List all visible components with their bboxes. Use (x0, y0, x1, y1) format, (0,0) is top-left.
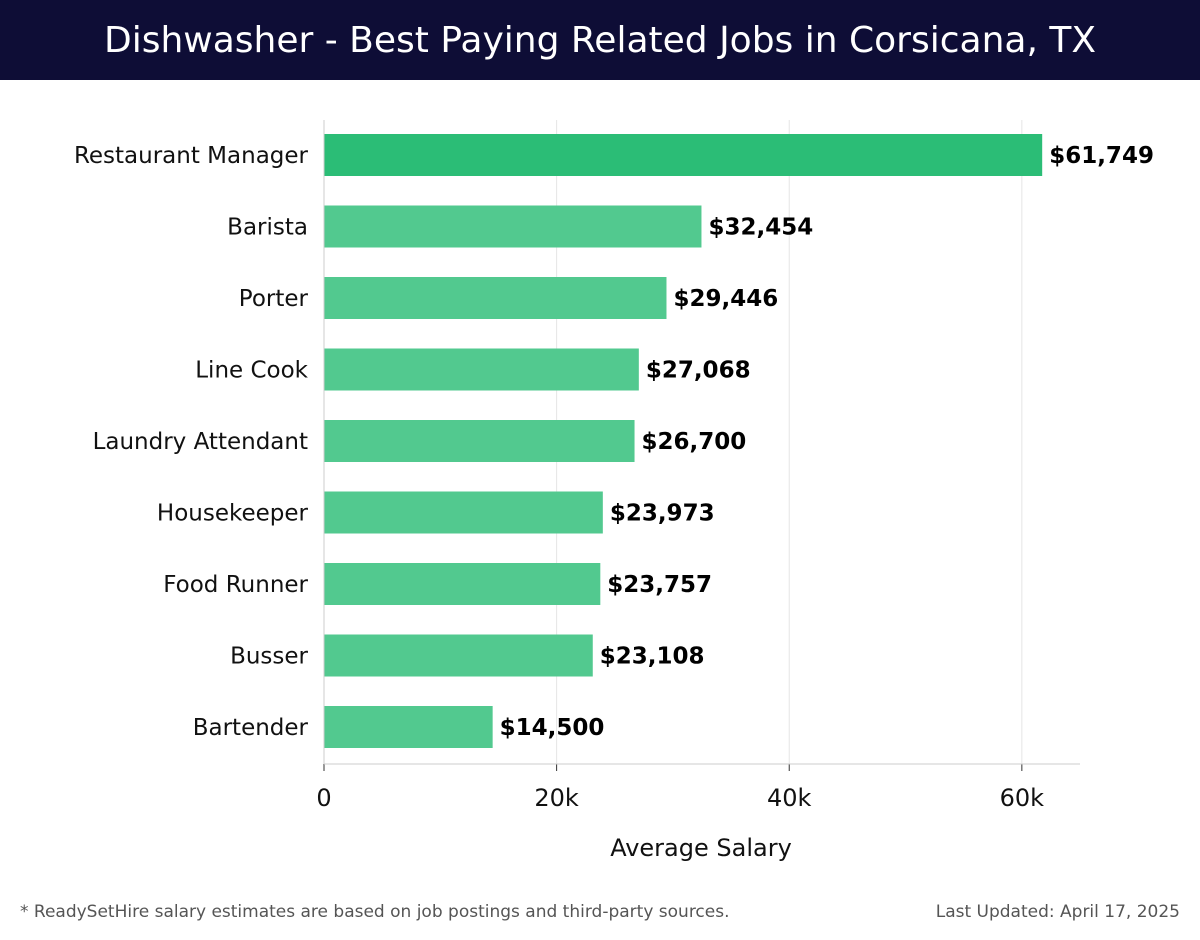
value-label: $26,700 (642, 429, 747, 455)
last-updated: Last Updated: April 17, 2025 (935, 902, 1180, 922)
bar (324, 491, 603, 534)
footer-note: * ReadySetHire salary estimates are base… (20, 902, 730, 922)
value-label: $14,500 (500, 715, 605, 741)
x-tick-label: 40k (767, 784, 812, 812)
salary-bar-chart: $61,749 $32,454 $29,446 $27,068 $26,700 $23,9… (74, 120, 1154, 862)
category-label: Bartender (193, 715, 309, 741)
value-label: $23,757 (607, 572, 712, 598)
value-label: $27,068 (646, 358, 751, 384)
category-label: Housekeeper (157, 501, 309, 527)
bar (324, 634, 593, 677)
value-label: $29,446 (673, 286, 778, 312)
bar (324, 348, 639, 391)
category-label: Busser (230, 644, 308, 670)
chart-title: Dishwasher - Best Paying Related Jobs in… (103, 19, 1097, 61)
category-label: Laundry Attendant (93, 429, 308, 455)
x-axis-label: Average Salary (610, 834, 792, 862)
category-label: Restaurant Manager (74, 143, 309, 169)
category-label: Food Runner (163, 572, 308, 598)
category-label: Porter (239, 286, 309, 312)
x-tick-label: 0 (316, 784, 331, 812)
bar (324, 134, 1043, 176)
category-label: Barista (227, 215, 308, 241)
value-label: $23,108 (600, 644, 705, 670)
chart-header: Dishwasher - Best Paying Related Jobs in… (0, 0, 1200, 80)
x-tick-label: 60k (1000, 784, 1045, 812)
bar (324, 420, 635, 462)
value-label: $23,973 (610, 501, 715, 527)
axes: 0 20k 40k 60k Restaurant Manager Barista Porte… (74, 120, 1080, 812)
bar (324, 277, 667, 319)
x-tick-label: 20k (534, 784, 579, 812)
bars: $61,749 $32,454 $29,446 $27,068 $26,700 $23,9… (324, 134, 1154, 748)
value-label: $61,749 (1049, 143, 1154, 169)
category-label: Line Cook (195, 358, 308, 384)
bar (324, 205, 702, 248)
value-label: $32,454 (708, 215, 813, 241)
bar (324, 563, 601, 605)
bar (324, 706, 493, 748)
